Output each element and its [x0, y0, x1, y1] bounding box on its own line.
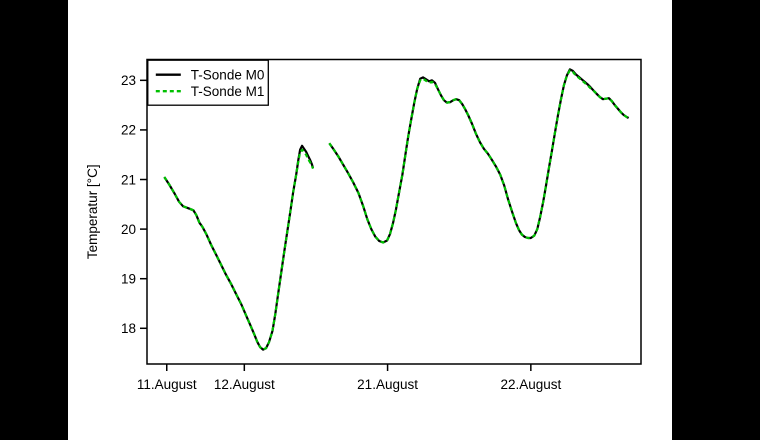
y-tick-label: 19 [121, 272, 136, 287]
y-tick-label: 20 [121, 222, 136, 237]
y-tick-label: 18 [121, 321, 136, 336]
y-axis-title: Temperatur [°C] [85, 164, 100, 259]
series-line-m1 [163, 148, 315, 351]
x-tick-label: 22.August [500, 377, 561, 392]
y-tick-label: 21 [121, 172, 136, 187]
y-tick-label: 23 [121, 73, 136, 88]
x-tick-label: 11.August [137, 377, 197, 392]
series-line-m0 [328, 68, 630, 244]
chart-panel: 18 19 20 21 22 23 11.August 12.August 21.August 2… [68, 0, 672, 440]
temperature-chart: 18 19 20 21 22 23 11.August 12.August 21.August 2… [85, 58, 642, 392]
series-line-m1 [328, 69, 630, 244]
y-tick-label: 22 [121, 123, 136, 138]
legend-label: T-Sonde M0 [191, 68, 265, 83]
plot-border [146, 58, 642, 365]
x-tick-label: 21.August [357, 377, 418, 392]
legend-label: T-Sonde M1 [191, 84, 265, 99]
x-tick-label: 12.August [214, 377, 275, 392]
series-line-m0 [163, 144, 315, 351]
legend-box [147, 59, 269, 106]
